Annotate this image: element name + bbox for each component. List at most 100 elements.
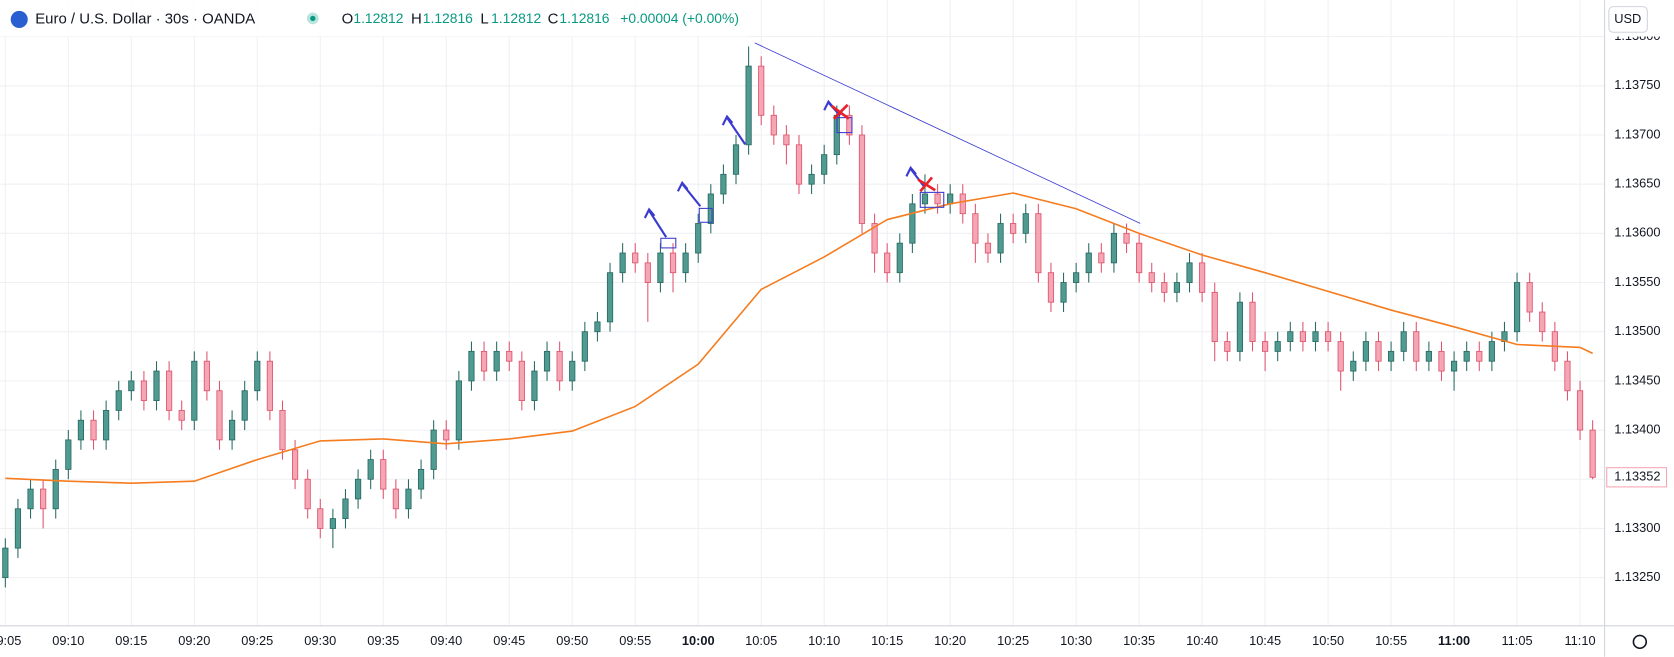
box <box>698 207 713 223</box>
x-tick-label: 10:10 <box>808 633 840 648</box>
x-tick-label: 10:20 <box>934 633 966 648</box>
candle-body <box>732 144 740 175</box>
candle-body <box>342 498 349 520</box>
x-tick-label: 09:10 <box>52 633 84 648</box>
arrow <box>721 114 747 145</box>
annotations <box>643 42 1141 249</box>
box <box>919 191 945 208</box>
y-tick-label: 1.13500 <box>1614 323 1660 338</box>
candle-body <box>493 350 500 372</box>
candle-body <box>1060 282 1067 303</box>
candle-body <box>934 193 941 205</box>
candle-body <box>1148 272 1155 283</box>
candle-body <box>2 547 9 579</box>
candle-body <box>1136 242 1143 274</box>
moving-average <box>5 192 1593 484</box>
candle-body <box>531 370 538 401</box>
x-tick-label: 09:20 <box>178 633 210 648</box>
x-tick-label: 09:45 <box>493 633 525 648</box>
candle-body <box>77 419 85 441</box>
candle-body <box>695 223 702 254</box>
x-tick-label: 10:00 <box>682 633 715 648</box>
candle-body <box>455 380 462 441</box>
candle-body <box>1035 213 1042 274</box>
candle-body <box>1085 252 1092 274</box>
settings-icon[interactable] <box>1632 634 1648 650</box>
candle-body <box>896 242 903 274</box>
candle-body <box>417 468 425 490</box>
y-tick-label: 1.13600 <box>1614 225 1660 240</box>
y-tick-label: 1.13400 <box>1614 421 1660 436</box>
candle-body <box>65 439 72 470</box>
candle-body <box>556 350 563 382</box>
x-tick-label: 11:05 <box>1502 633 1533 648</box>
candle-body <box>1073 272 1080 283</box>
candle-body <box>644 262 651 283</box>
candle-body <box>1173 282 1181 293</box>
arrow <box>643 207 668 238</box>
candle-body <box>468 350 475 382</box>
candle-body <box>1312 331 1319 342</box>
last-price-label: 1.13352 <box>1614 469 1660 484</box>
ohlc-value: 1.12812 <box>491 10 541 26</box>
candle-body <box>581 331 588 362</box>
ohlc-value: 1.12816 <box>423 10 473 26</box>
x-tick-label: 10:05 <box>745 633 777 648</box>
candle-body <box>1010 223 1017 234</box>
candle-body <box>997 223 1004 254</box>
candle-body <box>1513 282 1521 333</box>
candle-body <box>1425 350 1432 362</box>
candle-body <box>1375 341 1382 362</box>
candle-body <box>884 252 891 274</box>
candle-body <box>443 429 450 441</box>
y-tick-label: 1.13750 <box>1614 77 1660 92</box>
symbol-icon <box>10 10 28 28</box>
trend-line <box>754 42 1141 224</box>
x-tick-label: 11:00 <box>1438 633 1470 648</box>
candle-body <box>103 409 110 441</box>
x-tick-label: 10:15 <box>871 633 903 648</box>
market-status <box>306 12 319 25</box>
candle-body <box>959 193 966 215</box>
x-tick-label: 09:40 <box>430 633 462 648</box>
grid <box>0 0 1605 626</box>
candle-body <box>1450 360 1458 372</box>
last-price-box <box>1606 467 1668 488</box>
candle-body <box>984 242 992 254</box>
plot <box>2 46 1596 588</box>
cross-mark <box>917 176 936 193</box>
ohlc-label: O <box>342 10 354 27</box>
candle-body <box>858 134 866 224</box>
y-tick-label: 1.13250 <box>1614 569 1660 584</box>
candle-body <box>203 360 210 392</box>
currency[interactable]: USD <box>1614 11 1641 26</box>
candle-body <box>1362 341 1369 362</box>
symbol-title: Euro / U.S. Dollar · 30s · OANDA <box>35 10 255 27</box>
candle-body <box>329 518 336 529</box>
candle-body <box>1287 331 1294 342</box>
candle-body <box>1438 350 1445 372</box>
candle-body <box>1576 390 1584 431</box>
candle-body <box>921 193 929 205</box>
candle-body <box>506 350 513 362</box>
candle-body <box>115 390 122 411</box>
candle-body <box>972 213 979 244</box>
x-tick-label: 10:55 <box>1375 633 1407 648</box>
candle-body <box>821 154 828 175</box>
arrow <box>676 180 702 207</box>
candle-body <box>14 508 22 549</box>
candle-body <box>518 360 525 401</box>
candle-body <box>1488 341 1495 362</box>
currency-button[interactable] <box>1608 6 1648 33</box>
candle-body <box>1161 282 1168 293</box>
ohlc-label: C <box>548 10 559 27</box>
candle-body <box>128 380 135 392</box>
candle-body <box>1299 331 1306 342</box>
candle-body <box>90 419 97 441</box>
candle-body <box>619 252 626 274</box>
y-tick-label: 1.13650 <box>1614 176 1660 191</box>
candle-body <box>241 390 248 421</box>
candle-body <box>191 360 198 421</box>
x-tick-label: 09:50 <box>556 633 588 648</box>
